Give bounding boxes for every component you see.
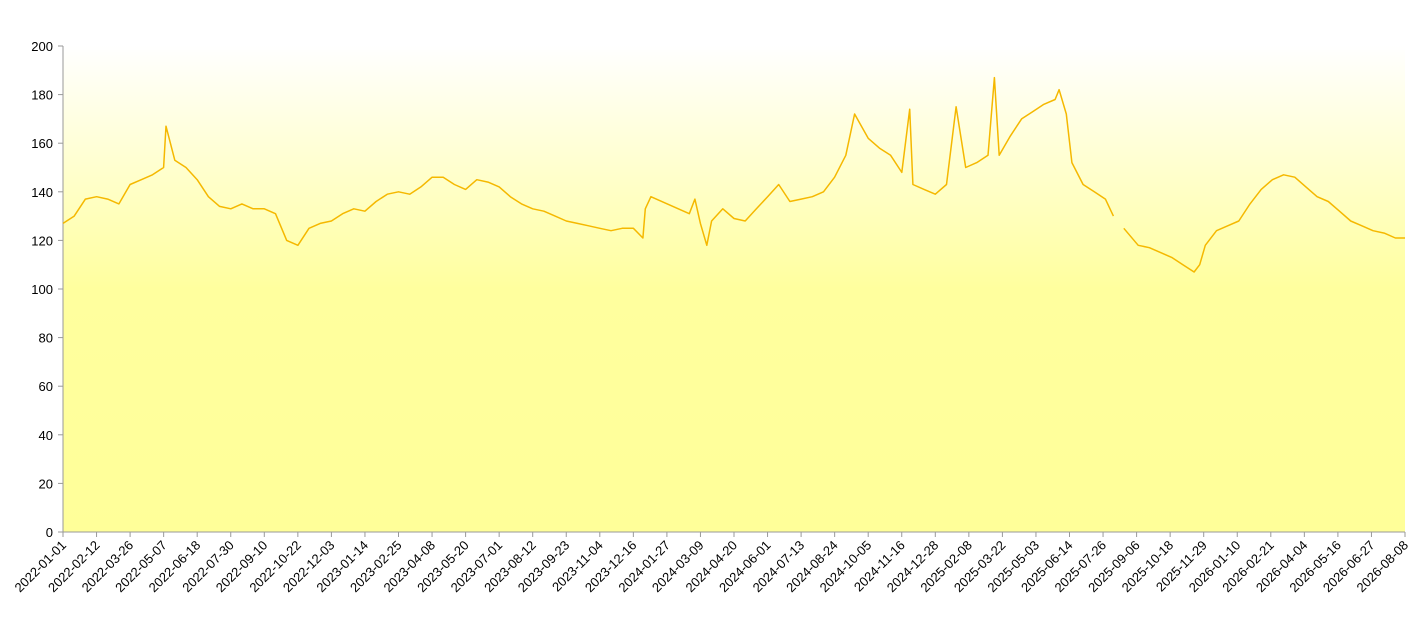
y-tick-label: 40 [39,428,53,443]
plot-area [63,46,1405,532]
data-line [62,76,1405,273]
y-tick-label: 180 [31,88,53,103]
y-tick-label: 80 [39,331,53,346]
y-tick-label: 100 [31,282,53,297]
y-tick-label: 140 [31,185,53,200]
y-tick-label: 200 [31,39,53,54]
y-tick-label: 120 [31,233,53,248]
y-tick-label: 160 [31,136,53,151]
y-tick-label: 60 [39,379,53,394]
y-tick-label: 20 [39,476,53,491]
y-tick-label: 0 [46,525,53,540]
